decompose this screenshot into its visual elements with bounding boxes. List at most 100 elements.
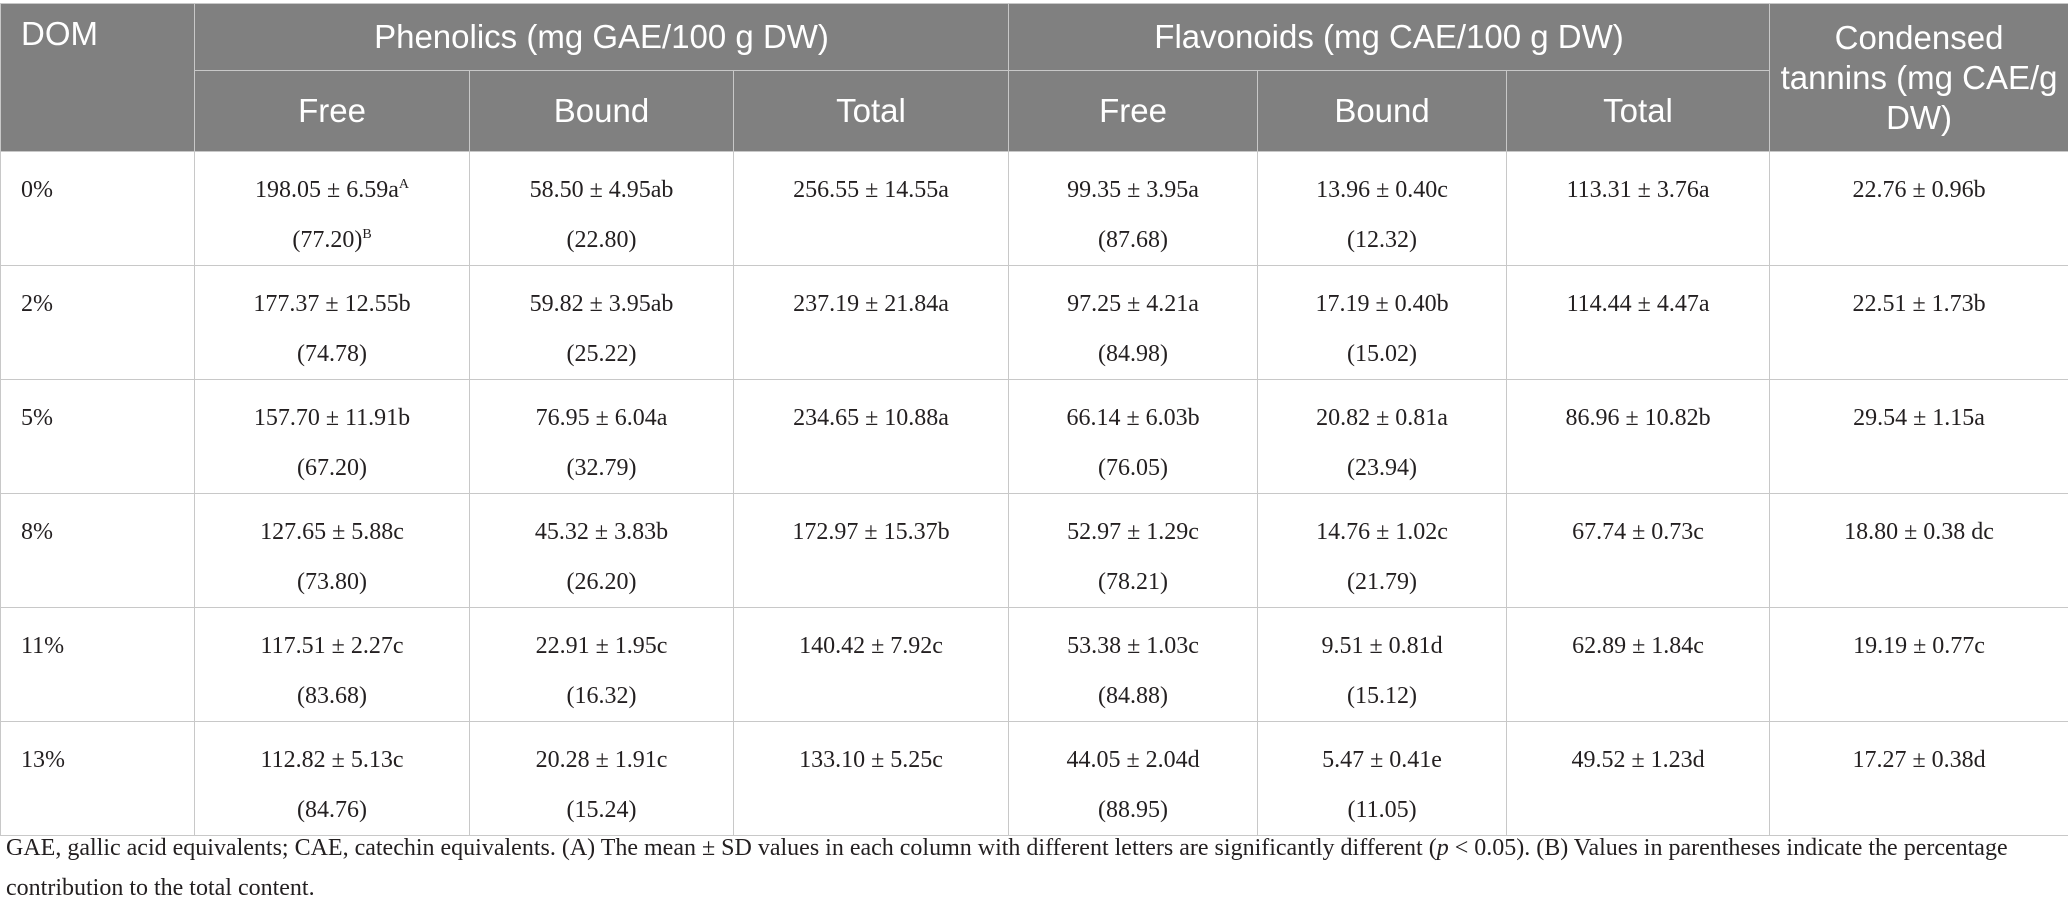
flavonoids-total-value: 113.31 ± 3.76a [1566, 177, 1710, 203]
phenolics-free-cell: 112.82 ± 5.13c (84.76) [194, 721, 470, 836]
header-row-groups: DOM Phenolics (mg GAE/100 g DW) Flavonoi… [0, 3, 2068, 152]
flavonoids-bound-percent: (11.05) [1347, 797, 1417, 823]
table-row: 13% 112.82 ± 5.13c (84.76) 20.28 ± 1.91c… [0, 721, 2068, 836]
table-header: DOM Phenolics (mg GAE/100 g DW) Flavonoi… [0, 3, 2068, 152]
tannins-value: 19.19 ± 0.77c [1853, 633, 1985, 659]
flavonoids-free-cell: 53.38 ± 1.03c (84.88) [1008, 607, 1259, 722]
dom-value: 0% [21, 177, 53, 203]
phenolics-total-value: 237.19 ± 21.84a [793, 291, 949, 317]
flavonoids-bound-percent: (15.02) [1347, 341, 1418, 367]
flavonoids-total-value: 86.96 ± 10.82b [1565, 405, 1711, 431]
flavonoids-total-value: 67.74 ± 0.73c [1572, 519, 1704, 545]
header-flavonoids-bound: Bound [1257, 70, 1508, 152]
flavonoids-total-cell: 62.89 ± 1.84c [1506, 607, 1771, 722]
dom-cell: 13% [0, 721, 195, 836]
phenolics-free-mean: 198.05 ± 6.59a [255, 177, 399, 203]
flavonoids-bound-cell: 5.47 ± 0.41e (11.05) [1257, 721, 1508, 836]
dom-value: 8% [21, 519, 53, 545]
header-phenolics-bound: Bound [469, 70, 734, 152]
phenolics-free-percent: (73.80) [297, 569, 367, 595]
flavonoids-free-value: 52.97 ± 1.29c [1067, 519, 1199, 545]
phenolics-bound-value: 59.82 ± 3.95ab [529, 291, 674, 317]
flavonoids-total-cell: 86.96 ± 10.82b [1506, 379, 1771, 494]
flavonoids-bound-percent: (15.12) [1347, 683, 1418, 709]
header-phenolics-group: Phenolics (mg GAE/100 g DW) [193, 3, 1010, 71]
phenolics-free-value: 157.70 ± 11.91b [253, 405, 411, 431]
phenolics-free-cell: 157.70 ± 11.91b (67.20) [194, 379, 470, 494]
flavonoids-free-percent: (84.98) [1098, 341, 1169, 367]
phenolics-bound-cell: 45.32 ± 3.83b (26.20) [469, 493, 734, 608]
footnote-text-part-2: < 0.05). (B) Values in parentheses indic… [6, 835, 2008, 901]
phenolics-bound-cell: 59.82 ± 3.95ab (25.22) [469, 265, 734, 380]
header-flavonoids-total: Total [1506, 70, 1771, 152]
tannins-cell: 22.76 ± 0.96b [1769, 151, 2068, 266]
phenolics-total-value: 140.42 ± 7.92c [799, 633, 943, 659]
dom-cell: 8% [0, 493, 195, 608]
phenolics-total-cell: 234.65 ± 10.88a [732, 379, 1010, 494]
flavonoids-free-value: 53.38 ± 1.03c [1067, 633, 1199, 659]
flavonoids-bound-value: 13.96 ± 0.40c [1316, 177, 1448, 203]
flavonoids-total-cell: 114.44 ± 4.47a [1506, 265, 1771, 380]
flavonoids-total-cell: 49.52 ± 1.23d [1506, 721, 1771, 836]
flavonoids-total-value: 114.44 ± 4.47a [1566, 291, 1710, 317]
header-flavonoids-group: Flavonoids (mg CAE/100 g DW) [1008, 3, 1771, 71]
flavonoids-bound-value: 9.51 ± 0.81d [1321, 633, 1443, 659]
flavonoids-bound-percent: (23.94) [1347, 455, 1418, 481]
tannins-cell: 18.80 ± 0.38 dc [1769, 493, 2068, 608]
phenolics-free-value: 127.65 ± 5.88c [260, 519, 404, 545]
phenolics-free-cell: 117.51 ± 2.27c (83.68) [194, 607, 470, 722]
data-table: DOM Phenolics (mg GAE/100 g DW) Flavonoi… [0, 3, 2068, 836]
dom-cell: 5% [0, 379, 195, 494]
flavonoids-bound-cell: 20.82 ± 0.81a (23.94) [1257, 379, 1508, 494]
tannins-value: 17.27 ± 0.38d [1852, 747, 1986, 773]
flavonoids-total-cell: 67.74 ± 0.73c [1506, 493, 1771, 608]
dom-cell: 11% [0, 607, 195, 722]
flavonoids-total-cell: 113.31 ± 3.76a [1506, 151, 1771, 266]
phenolics-total-value: 172.97 ± 15.37b [792, 519, 950, 545]
flavonoids-free-value: 99.35 ± 3.95a [1067, 177, 1199, 203]
phenolics-bound-percent: (26.20) [566, 569, 637, 595]
header-dom: DOM [0, 3, 195, 152]
phenolics-total-cell: 256.55 ± 14.55a [732, 151, 1010, 266]
flavonoids-total-value: 62.89 ± 1.84c [1572, 633, 1704, 659]
dom-value: 2% [21, 291, 53, 317]
phenolics-free-value: 112.82 ± 5.13c [260, 747, 404, 773]
dom-cell: 0% [0, 151, 195, 266]
phenolics-free-percent: (74.78) [297, 341, 367, 367]
tannins-cell: 19.19 ± 0.77c [1769, 607, 2068, 722]
footnote-p-symbol: p [1436, 835, 1449, 861]
flavonoids-free-value: 66.14 ± 6.03b [1066, 405, 1200, 431]
tannins-value: 18.80 ± 0.38 dc [1844, 519, 1994, 545]
phenolics-bound-value: 22.91 ± 1.95c [535, 633, 668, 659]
flavonoids-bound-cell: 17.19 ± 0.40b (15.02) [1257, 265, 1508, 380]
phenolics-bound-cell: 76.95 ± 6.04a (32.79) [469, 379, 734, 494]
tannins-value: 22.51 ± 1.73b [1852, 291, 1986, 317]
footnote-text-part-1: GAE, gallic acid equivalents; CAE, catec… [6, 835, 1437, 861]
header-phenolics-total: Total [732, 70, 1010, 152]
phenolics-total-cell: 133.10 ± 5.25c [732, 721, 1010, 836]
phenolics-free-percent: (77.20)B [195, 215, 469, 265]
flavonoids-bound-cell: 13.96 ± 0.40c (12.32) [1257, 151, 1508, 266]
phenolics-bound-cell: 22.91 ± 1.95c (16.32) [469, 607, 734, 722]
phenolics-free-percent: (83.68) [297, 683, 367, 709]
flavonoids-free-value: 97.25 ± 4.21a [1067, 291, 1199, 317]
tannins-cell: 29.54 ± 1.15a [1769, 379, 2068, 494]
phenolics-total-value: 256.55 ± 14.55a [793, 177, 949, 203]
table-row: 8% 127.65 ± 5.88c (73.80) 45.32 ± 3.83b … [0, 493, 2068, 608]
header-phenolics-free: Free [194, 70, 470, 152]
flavonoids-free-percent: (88.95) [1098, 797, 1169, 823]
phenolics-bound-percent: (25.22) [566, 341, 637, 367]
table-body: 0% 198.05 ± 6.59aA (77.20)B 58.50 ± 4.95… [0, 151, 2068, 836]
footnote-marker-b: B [362, 227, 372, 242]
flavonoids-bound-value: 20.82 ± 0.81a [1316, 405, 1448, 431]
phenolics-bound-value: 76.95 ± 6.04a [535, 405, 668, 431]
header-condensed-tannins: Condensed tannins (mg CAE/g DW) [1769, 3, 2068, 152]
table-row: 11% 117.51 ± 2.27c (83.68) 22.91 ± 1.95c… [0, 607, 2068, 722]
phenolics-free-percent: (67.20) [297, 455, 367, 481]
phenolics-bound-percent: (15.24) [566, 797, 637, 823]
phenolics-total-cell: 140.42 ± 7.92c [732, 607, 1010, 722]
flavonoids-bound-value: 17.19 ± 0.40b [1315, 291, 1449, 317]
phenolics-free-cell: 127.65 ± 5.88c (73.80) [194, 493, 470, 608]
phenolics-free-value: 177.37 ± 12.55b [253, 291, 411, 317]
flavonoids-free-value: 44.05 ± 2.04d [1066, 747, 1200, 773]
